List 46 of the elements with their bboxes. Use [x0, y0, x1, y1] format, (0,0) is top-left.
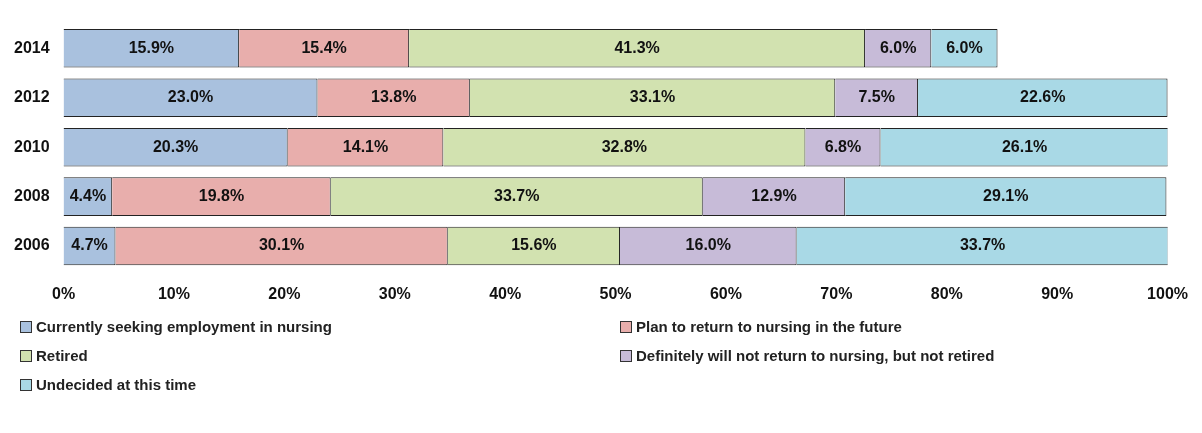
x-tick-label: 60%	[709, 284, 742, 302]
legend-label: Retired	[36, 347, 88, 364]
data-label: 15.4%	[301, 38, 347, 56]
data-label: 30.1%	[258, 236, 305, 254]
data-label: 7.5%	[858, 88, 895, 106]
x-tick-label: 50%	[599, 284, 632, 302]
data-label: 4.7%	[71, 236, 108, 254]
legend-label: Plan to return to nursing in the future	[636, 318, 902, 335]
data-label: 12.9%	[751, 187, 797, 205]
x-tick-label: 40%	[489, 284, 522, 302]
y-tick-label: 2014	[14, 38, 50, 56]
data-label: 15.6%	[511, 236, 557, 254]
data-label: 22.6%	[1020, 88, 1066, 106]
x-tick-label: 10%	[157, 284, 190, 302]
x-tick-label: 20%	[268, 284, 301, 302]
x-tick-label: 0%	[52, 284, 76, 302]
legend-label: Currently seeking employment in nursing	[36, 318, 332, 335]
data-label: 6.0%	[879, 38, 917, 56]
x-tick-label: 100%	[1147, 284, 1188, 302]
x-tick-label: 90%	[1041, 284, 1074, 302]
x-tick-label: 30%	[378, 284, 411, 302]
data-label: 33.7%	[494, 187, 540, 205]
data-label: 20.3%	[152, 137, 199, 155]
data-label: 4.4%	[69, 187, 107, 205]
data-label: 13.8%	[370, 88, 417, 106]
x-tick-label: 80%	[930, 284, 963, 302]
y-tick-label: 2012	[14, 88, 50, 106]
data-label: 15.9%	[128, 38, 175, 56]
y-tick-label: 2010	[14, 137, 50, 155]
data-label: 41.3%	[614, 38, 660, 56]
data-label: 14.1%	[342, 137, 389, 155]
data-label: 6.0%	[946, 38, 983, 56]
data-label: 19.8%	[198, 187, 245, 205]
data-label: 32.8%	[601, 137, 648, 155]
data-label: 6.8%	[824, 137, 862, 155]
data-label: 16.0%	[685, 236, 731, 254]
data-label: 33.7%	[959, 236, 1006, 254]
legend-label: Definitely will not return to nursing, but not retired	[636, 347, 995, 364]
data-label: 29.1%	[983, 187, 1029, 205]
legend-label: Undecided at this time	[36, 376, 197, 393]
y-tick-label: 2008	[14, 187, 50, 205]
x-tick-label: 70%	[820, 284, 853, 302]
data-label: 26.1%	[1001, 137, 1048, 155]
data-label: 33.1%	[629, 88, 676, 106]
data-label: 23.0%	[167, 88, 214, 106]
y-tick-label: 2006	[14, 236, 50, 254]
